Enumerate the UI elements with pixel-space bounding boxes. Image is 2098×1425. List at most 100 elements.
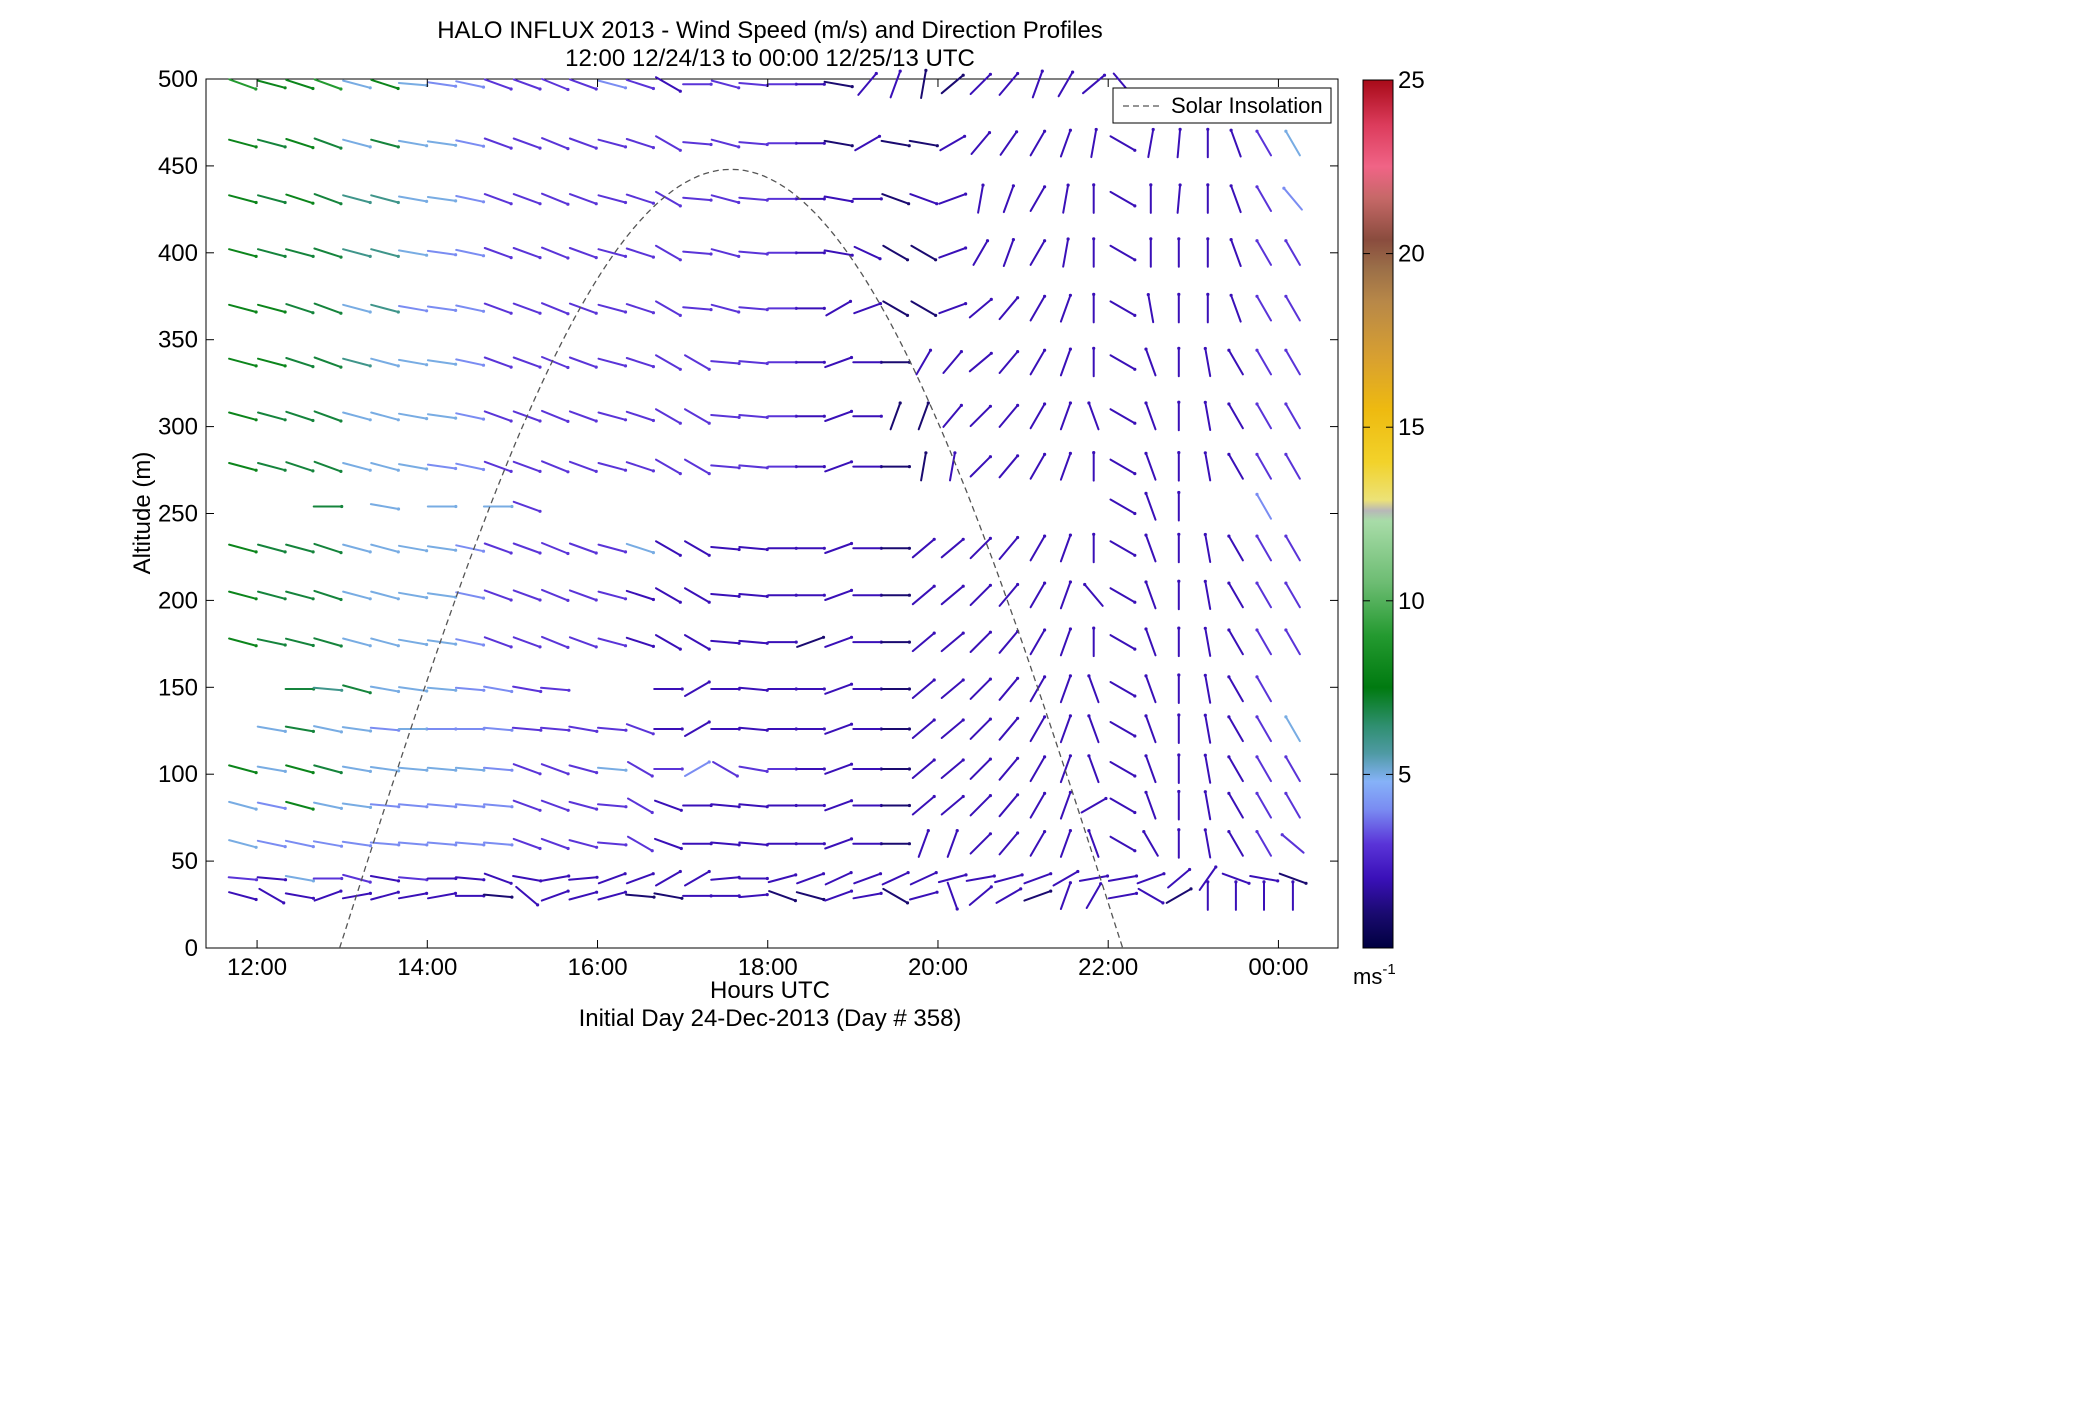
wind-barb-head: [737, 594, 741, 599]
wind-barb-head: [1092, 451, 1096, 455]
wind-barb-head: [961, 678, 965, 682]
wind-barb-head: [680, 687, 684, 691]
colorbar-unit-base: ms: [1353, 964, 1382, 989]
wind-barb-head: [454, 805, 458, 809]
colorbar-ticks: 5 10 15 20 25: [1363, 67, 1425, 788]
wind-barb-head: [1161, 901, 1165, 905]
wind-barb-head: [509, 365, 513, 369]
wind-barb-head: [1284, 294, 1288, 298]
wind-barb: [969, 832, 992, 855]
wind-barb-head: [339, 771, 343, 775]
wind-barb-head: [566, 312, 570, 316]
wind-barb: [1227, 792, 1244, 819]
legend-box: [1112, 87, 1332, 124]
wind-barb: [1109, 797, 1136, 814]
wind-barb-head: [680, 896, 684, 900]
wind-barb: [369, 841, 400, 846]
wind-barb: [483, 247, 513, 259]
wind-barb: [515, 885, 539, 906]
wind-barb-head: [1177, 451, 1181, 455]
wind-barb-head: [481, 85, 486, 89]
wind-barb-head: [1011, 184, 1016, 188]
wind-barb: [313, 193, 342, 205]
wind-barb-head: [368, 310, 372, 314]
wind-barb-head: [932, 758, 936, 762]
wind-barb: [682, 196, 712, 202]
wind-barb-head: [1151, 127, 1155, 132]
wind-barb-head: [1227, 402, 1231, 406]
wind-barb-head: [368, 729, 373, 733]
wind-barb-head: [283, 310, 287, 314]
wind-barb: [568, 542, 598, 554]
wind-barb: [483, 803, 513, 808]
wind-barb: [1109, 408, 1136, 425]
wind-barb: [313, 637, 343, 647]
wind-barb-head: [1092, 626, 1096, 630]
wind-barb: [1256, 755, 1272, 783]
wind-barb: [512, 137, 541, 150]
wind-barb: [257, 543, 287, 553]
wind-barb-head: [988, 404, 993, 408]
wind-barb: [342, 194, 372, 204]
wind-barb-head: [509, 645, 513, 649]
wind-barb-head: [368, 468, 372, 472]
wind-barb-head: [1189, 887, 1193, 891]
wind-barb: [998, 404, 1019, 428]
wind-barb-head: [509, 202, 513, 206]
wind-barb: [568, 247, 598, 259]
wind-barb-head: [1068, 347, 1072, 351]
wind-barb: [684, 587, 711, 604]
wind-barb: [312, 686, 343, 692]
wind-barb-head: [907, 767, 912, 771]
wind-barb-head: [368, 254, 372, 258]
wind-barb: [940, 632, 965, 653]
wind-barb-head: [1304, 881, 1308, 885]
wind-barb-head: [311, 550, 315, 554]
wind-barb-head: [566, 846, 570, 851]
wind-barb: [342, 684, 372, 694]
wind-barb: [1256, 349, 1272, 376]
wind-barb-head: [737, 641, 741, 645]
wind-barb: [1029, 295, 1046, 322]
wind-barb: [625, 247, 655, 259]
wind-barb-head: [1144, 533, 1148, 537]
wind-barb-head: [254, 807, 258, 811]
wind-barb-head: [1133, 313, 1137, 317]
wind-barb: [1029, 130, 1046, 157]
wind-barb-head: [1144, 627, 1148, 631]
wind-barb-head: [339, 597, 343, 602]
wind-barb-head: [1280, 833, 1284, 837]
wind-barb: [1230, 238, 1242, 267]
wind-barb: [1059, 754, 1072, 784]
wind-barb: [910, 244, 937, 261]
wind-barb: [285, 303, 314, 314]
wind-barb: [370, 637, 400, 647]
wind-barb: [1176, 184, 1182, 214]
wind-barb: [655, 587, 682, 604]
wind-barb: [1256, 675, 1272, 703]
wind-barb-head: [283, 468, 287, 472]
wind-barb: [710, 841, 741, 846]
wind-barb: [625, 193, 655, 205]
wind-barb-head: [707, 553, 711, 557]
wind-barb-head: [1247, 881, 1251, 885]
wind-barb: [972, 239, 989, 266]
wind-barb-head: [283, 643, 287, 647]
wind-barb: [998, 757, 1019, 781]
wind-barb: [258, 887, 285, 904]
wind-barb: [285, 78, 314, 90]
wind-barb-head: [1188, 867, 1192, 872]
wind-barb-head: [1016, 535, 1020, 540]
wind-barb: [1059, 829, 1072, 858]
wind-barb-head: [509, 311, 513, 315]
wind-barb-head: [1206, 183, 1210, 187]
wind-barb: [1029, 349, 1046, 376]
wind-barb-head: [510, 689, 514, 694]
wind-barb: [512, 636, 541, 648]
wind-barb: [370, 543, 400, 553]
wind-barb-head: [680, 767, 684, 771]
wind-barb-head: [1068, 580, 1072, 584]
wind-barb: [824, 356, 853, 369]
wind-barb-head: [849, 762, 854, 766]
wind-barb-head: [1227, 628, 1231, 632]
